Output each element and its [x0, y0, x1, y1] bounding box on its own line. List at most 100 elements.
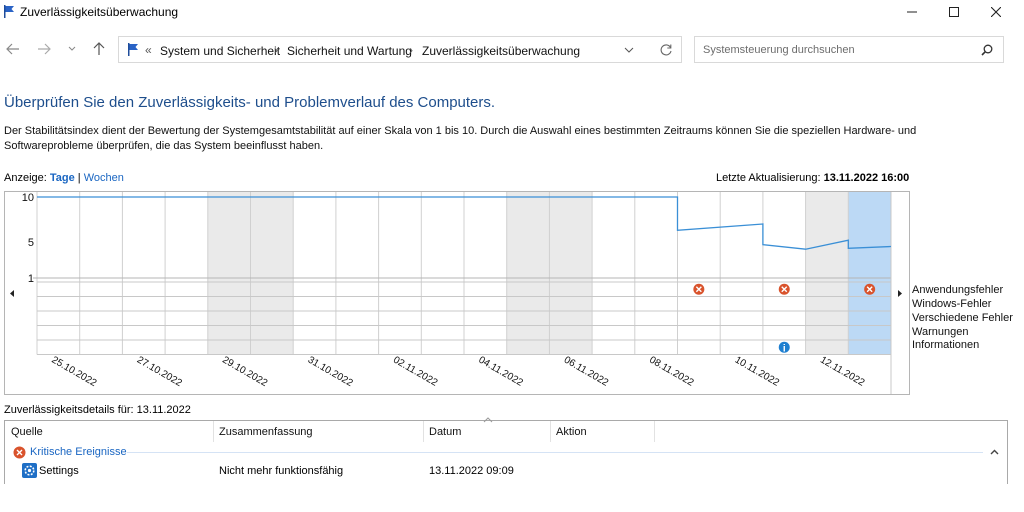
last-update-value: 13.11.2022 16:00	[823, 172, 910, 184]
x-date-label: 27.10.2022	[135, 355, 184, 390]
last-update: Letzte Aktualisierung: 13.11.2022 16:00	[716, 172, 909, 184]
legend-windows-errors: Windows-Fehler	[912, 298, 992, 310]
up-button[interactable]	[89, 40, 109, 58]
close-icon	[991, 7, 1001, 17]
chart-day-column[interactable]	[805, 192, 849, 355]
chart-day-column[interactable]	[165, 192, 208, 355]
group-header-critical[interactable]: Kritische Ereignisse	[5, 443, 1007, 463]
x-date-label: 31.10.2022	[306, 355, 355, 390]
refresh-icon[interactable]	[659, 43, 673, 57]
forward-button[interactable]	[34, 40, 54, 58]
y-tick-label: 1	[28, 273, 34, 285]
chart-day-column[interactable]	[79, 192, 123, 355]
column-divider[interactable]	[213, 421, 214, 442]
chart-day-column[interactable]	[592, 192, 635, 355]
view-selector: Anzeige: Tage | Wochen	[4, 172, 124, 184]
x-date-label: 25.10.2022	[50, 355, 99, 390]
breadcrumb-separator: ›	[409, 43, 413, 57]
row-date: 13.11.2022 09:09	[429, 465, 514, 477]
chart-day-column[interactable]	[677, 192, 721, 355]
error-event-glyph	[695, 286, 702, 293]
chart-day-column[interactable]	[335, 192, 379, 355]
chart-day-column[interactable]	[293, 192, 336, 355]
view-days-link[interactable]: Tage	[49, 172, 75, 184]
chart-day-column[interactable]	[378, 192, 422, 355]
details-label: Zuverlässigkeitsdetails für: 13.11.2022	[4, 404, 191, 416]
legend-application-errors: Anwendungsfehler	[912, 284, 1004, 296]
chevron-down-icon	[68, 46, 76, 51]
x-date-label: 02.11.2022	[391, 355, 440, 389]
x-date-label: 29.10.2022	[220, 355, 269, 390]
close-button[interactable]	[974, 0, 1018, 24]
breadcrumb-overflow[interactable]: «	[145, 43, 152, 57]
flag-icon	[128, 43, 138, 56]
stability-chart-frame: 10 5 1 i 25.10.2022 27.10.2022 29.10.2022 31.10…	[4, 191, 910, 395]
breadcrumb-security-maintenance[interactable]: Sicherheit und Wartung	[287, 44, 412, 58]
scroll-right-arrow-icon[interactable]	[898, 290, 902, 297]
legend-information: Informationen	[912, 339, 980, 351]
chevron-up-icon[interactable]	[990, 449, 999, 455]
chart-day-column[interactable]	[37, 192, 80, 355]
breadcrumb-reliability-monitor[interactable]: Zuverlässigkeitsüberwachung	[422, 44, 581, 58]
column-header-source[interactable]: Quelle	[11, 426, 43, 438]
y-tick-label: 10	[22, 192, 34, 204]
view-separator: |	[77, 172, 81, 184]
column-divider[interactable]	[423, 421, 424, 442]
error-event-glyph	[866, 286, 873, 293]
search-input[interactable]: Systemsteuerung durchsuchen	[703, 44, 855, 56]
arrow-up-icon	[93, 42, 105, 55]
flag-icon	[4, 5, 14, 18]
recent-locations-button[interactable]	[62, 40, 82, 58]
chart-day-column[interactable]	[506, 192, 550, 355]
page-title: Überprüfen Sie den Zuverlässigkeits- und…	[4, 94, 496, 111]
arrow-right-icon	[38, 43, 51, 55]
minimize-icon	[907, 11, 917, 13]
stability-chart[interactable]: 10 5 1 i 25.10.2022 27.10.2022 29.10.2022 31.10…	[5, 192, 909, 394]
column-divider[interactable]	[654, 421, 655, 442]
table-row[interactable]: Settings Nicht mehr funktionsfähig 13.11…	[5, 462, 1007, 482]
breadcrumb-separator: ›	[274, 43, 278, 57]
sort-indicator-icon	[483, 417, 493, 423]
row-summary: Nicht mehr funktionsfähig	[219, 465, 344, 477]
view-weeks-link[interactable]: Wochen	[83, 172, 124, 184]
info-event-icon[interactable]	[778, 341, 790, 353]
x-date-label: 06.11.2022	[562, 355, 611, 389]
chart-day-column[interactable]	[421, 192, 464, 355]
group-divider	[127, 452, 983, 453]
chart-day-column[interactable]	[464, 192, 507, 355]
address-bar[interactable]: « System und Sicherheit › Sicherheit und…	[118, 36, 682, 63]
column-header-summary[interactable]: Zusammenfassung	[219, 426, 313, 438]
column-header-date[interactable]: Datum	[429, 426, 462, 438]
legend-warnings: Warnungen	[912, 326, 969, 338]
chevron-down-icon[interactable]	[624, 47, 634, 53]
chart-day-column[interactable]	[250, 192, 294, 355]
title-bar: Zuverlässigkeitsüberwachung	[0, 0, 1024, 24]
info-event-glyph: i	[783, 343, 786, 354]
stability-index-line	[37, 196, 892, 250]
selected-day-column[interactable]	[848, 192, 891, 355]
last-update-label: Letzte Aktualisierung:	[716, 172, 821, 184]
chart-day-column[interactable]	[634, 192, 678, 355]
chart-day-column[interactable]	[762, 192, 806, 355]
search-box[interactable]: Systemsteuerung durchsuchen	[694, 36, 1004, 63]
chart-day-column[interactable]	[207, 192, 251, 355]
x-date-label: 12.11.2022	[818, 355, 867, 389]
window-title: Zuverlässigkeitsüberwachung	[20, 5, 179, 19]
search-icon[interactable]	[981, 44, 993, 56]
maximize-button[interactable]	[932, 0, 976, 24]
page-description: Der Stabilitätsindex dient der Bewertung…	[4, 125, 917, 152]
breadcrumb-system-security[interactable]: System und Sicherheit	[160, 44, 281, 58]
back-button[interactable]	[3, 40, 23, 58]
chart-day-column[interactable]	[720, 192, 763, 355]
column-divider[interactable]	[550, 421, 551, 442]
y-tick-label: 5	[28, 237, 34, 249]
chart-day-column[interactable]	[122, 192, 166, 355]
scroll-left-arrow-icon[interactable]	[10, 290, 14, 297]
column-header-action[interactable]: Aktion	[556, 426, 587, 438]
chart-day-column[interactable]	[549, 192, 593, 355]
error-event-glyph	[781, 286, 788, 293]
legend-misc-errors: Verschiedene Fehler	[912, 312, 1013, 324]
minimize-button[interactable]	[890, 0, 934, 24]
x-date-label: 04.11.2022	[477, 355, 526, 389]
x-date-label: 08.11.2022	[647, 355, 696, 389]
